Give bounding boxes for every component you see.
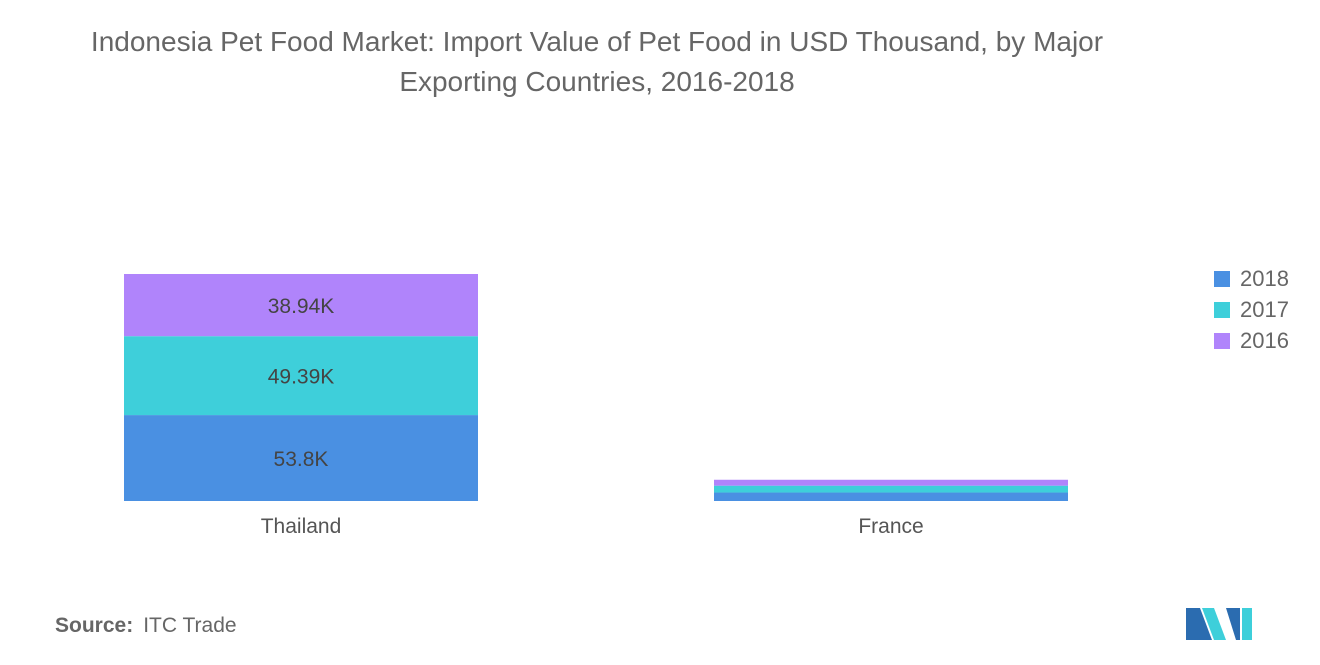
bar-thailand-2017	[124, 336, 478, 416]
logo-shape-right	[1226, 608, 1240, 640]
legend-item-2018: 2018	[1214, 263, 1289, 294]
logo-shape-mid	[1202, 608, 1226, 640]
legend-item-2017: 2017	[1214, 294, 1289, 325]
logo-shape-left	[1186, 608, 1212, 640]
bar-thailand-2018	[124, 415, 478, 501]
legend-item-2016: 2016	[1214, 325, 1289, 356]
legend-label-2017: 2017	[1240, 296, 1289, 322]
x-tick-label-france: France	[858, 515, 923, 538]
bar-thailand-2016	[124, 274, 478, 337]
source-value: ITC Trade	[143, 614, 237, 637]
source-note: Source: ITC Trade	[55, 614, 237, 638]
mordor-intelligence-logo	[1186, 608, 1252, 640]
data-label-thailand-2016: 38.94K	[268, 295, 335, 318]
chart-title: Indonesia Pet Food Market: Import Value …	[0, 22, 1194, 102]
logo-shape-right-accent	[1242, 608, 1252, 640]
bar-france-2016	[714, 479, 1068, 486]
legend-swatch-2018	[1214, 270, 1230, 287]
data-label-thailand-2018: 53.8K	[274, 448, 329, 471]
chart-title-line-1: Indonesia Pet Food Market: Import Value …	[90, 26, 1104, 57]
legend: 2018 2017 2016	[1214, 263, 1289, 356]
bar-france-2018	[714, 492, 1068, 501]
chart-title-line-2: Exporting Countries, 2016-2018	[399, 66, 795, 97]
x-tick-label-thailand: Thailand	[261, 515, 342, 538]
bar-france-2017	[714, 485, 1068, 493]
source-label: Source:	[55, 614, 134, 637]
legend-label-2018: 2018	[1240, 265, 1289, 291]
legend-swatch-2017	[1214, 301, 1230, 318]
data-label-thailand-2017: 49.39K	[268, 366, 335, 389]
legend-swatch-2016	[1214, 332, 1230, 349]
legend-label-2016: 2016	[1240, 327, 1289, 353]
